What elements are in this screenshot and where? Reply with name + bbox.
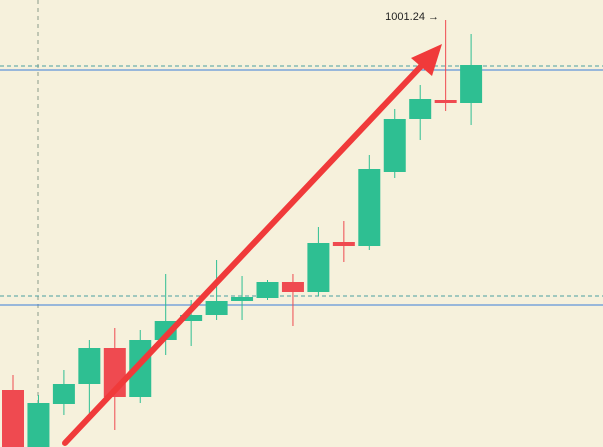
candle-body <box>383 119 406 172</box>
candle-body <box>78 348 101 384</box>
candle-body <box>231 297 254 301</box>
arrow-head <box>411 44 442 76</box>
candle-body <box>358 169 381 246</box>
high-price-label: 1001.24 → <box>385 11 439 23</box>
trend-arrow <box>62 44 442 446</box>
candle-body <box>154 321 177 340</box>
candle-body <box>409 99 432 119</box>
candle-body <box>332 242 355 246</box>
candle-body <box>307 243 330 292</box>
candle-body <box>256 282 279 298</box>
candle-body <box>460 65 483 103</box>
arrow-shaft <box>62 59 428 446</box>
candle-body <box>2 390 24 447</box>
candle-body <box>180 315 203 321</box>
candle-body <box>281 282 304 292</box>
candle-body <box>434 100 457 103</box>
candle-body <box>27 403 50 447</box>
candle-body <box>52 384 75 404</box>
candle-body <box>205 301 228 315</box>
